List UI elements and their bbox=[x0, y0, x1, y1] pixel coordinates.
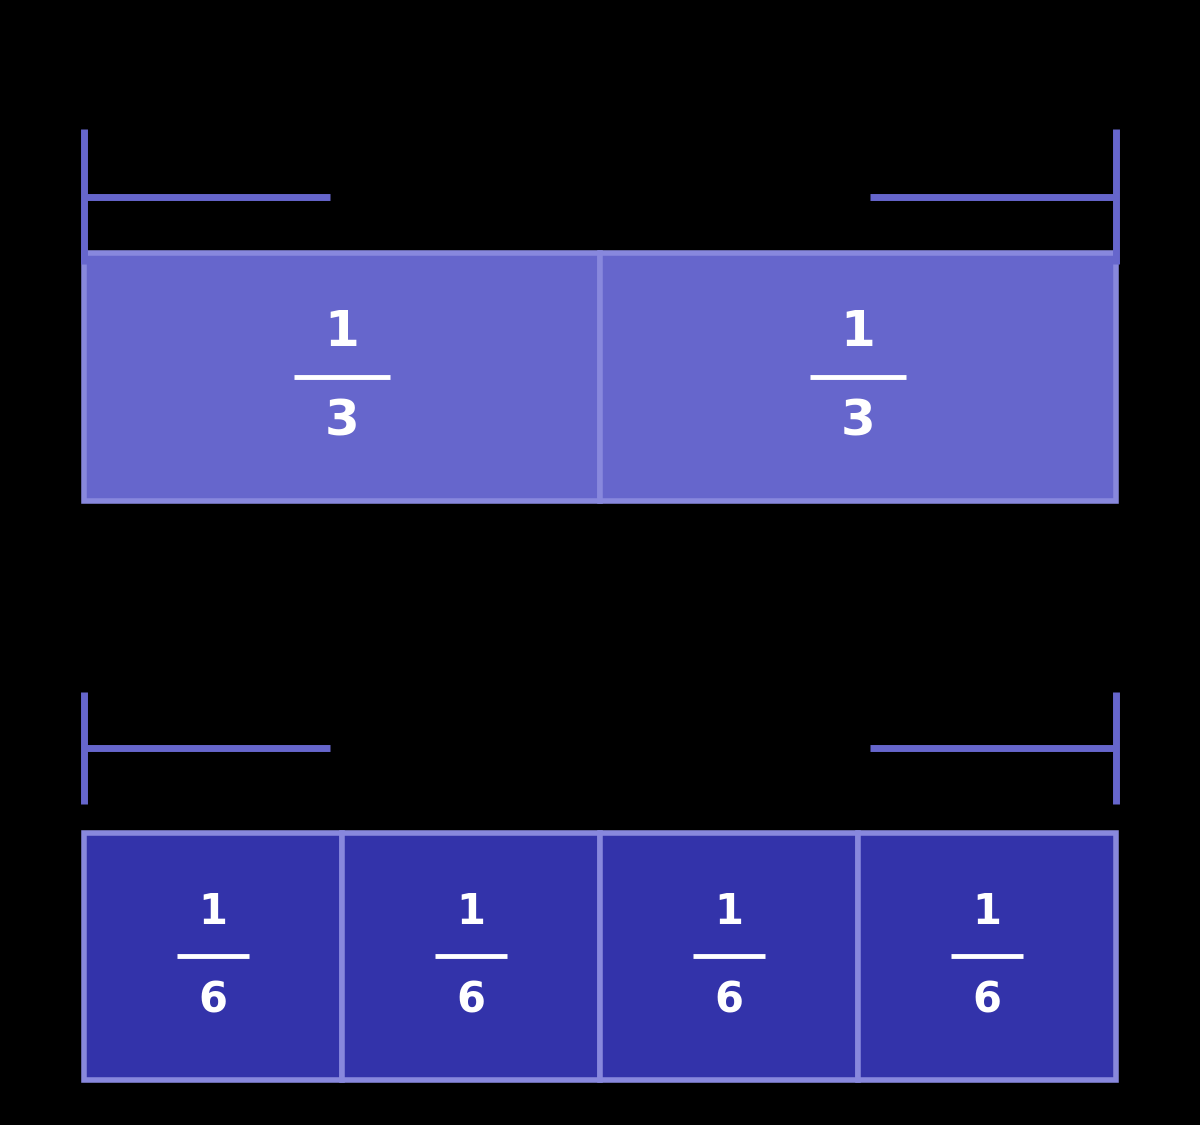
Bar bbox=[84, 253, 600, 501]
Text: 6: 6 bbox=[456, 980, 486, 1022]
Text: 1: 1 bbox=[324, 308, 360, 357]
Bar bbox=[600, 832, 858, 1080]
Text: 6: 6 bbox=[198, 980, 228, 1022]
Text: 6: 6 bbox=[972, 980, 1002, 1022]
Bar bbox=[858, 832, 1116, 1080]
Text: 1: 1 bbox=[972, 891, 1002, 933]
Text: 6: 6 bbox=[714, 980, 744, 1022]
Text: 1: 1 bbox=[198, 891, 228, 933]
Bar bbox=[84, 832, 342, 1080]
Text: 3: 3 bbox=[841, 397, 875, 446]
Text: 1: 1 bbox=[840, 308, 876, 357]
Text: 1: 1 bbox=[714, 891, 744, 933]
Bar bbox=[342, 832, 600, 1080]
Text: 3: 3 bbox=[325, 397, 359, 446]
Bar bbox=[600, 253, 1116, 501]
Text: 1: 1 bbox=[456, 891, 486, 933]
